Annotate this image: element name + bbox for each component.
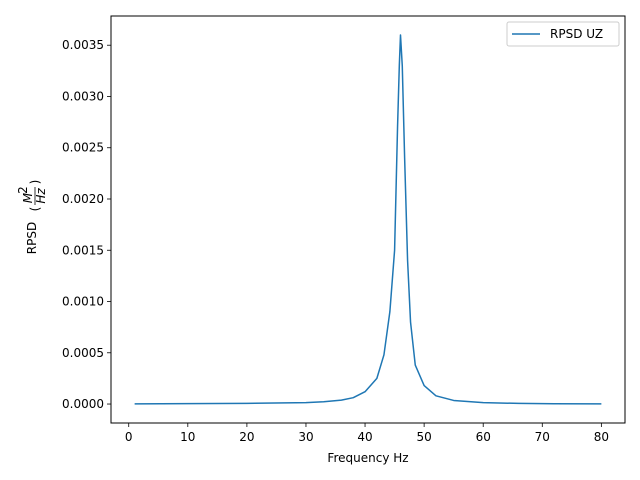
y-axis-label-paren-left: ( bbox=[28, 207, 42, 212]
y-axis-label: RPSD ( M 2 Hz ) bbox=[16, 180, 48, 255]
y-tick-label: 0.0025 bbox=[62, 141, 104, 155]
x-tick-label: 40 bbox=[357, 430, 372, 444]
y-tick-label: 0.0005 bbox=[62, 346, 104, 360]
legend: RPSD UZ bbox=[506, 21, 620, 47]
legend-box bbox=[506, 21, 620, 47]
y-axis-label-prefix: RPSD bbox=[25, 222, 39, 254]
y-tick-label: 0.0035 bbox=[62, 38, 104, 52]
y-axis-label-exponent: 2 bbox=[16, 186, 30, 194]
y-axis-label-numerator: M bbox=[21, 192, 35, 203]
y-tick-label: 0.0010 bbox=[62, 295, 104, 309]
x-tick-label: 80 bbox=[594, 430, 609, 444]
plot-frame bbox=[110, 15, 626, 424]
x-tick-label: 0 bbox=[125, 430, 133, 444]
x-axis-label: Frequency Hz bbox=[327, 451, 408, 465]
y-axis-label-paren-right: ) bbox=[28, 180, 42, 185]
x-tick-label: 10 bbox=[180, 430, 195, 444]
x-tick-label: 30 bbox=[298, 430, 313, 444]
y-tick-label: 0.0000 bbox=[62, 397, 104, 411]
y-tick-label: 0.0020 bbox=[62, 192, 104, 206]
y-tick-label: 0.0015 bbox=[62, 243, 104, 257]
y-tick-label: 0.0030 bbox=[62, 89, 104, 103]
x-tick-label: 20 bbox=[239, 430, 254, 444]
x-tick-label: 50 bbox=[416, 430, 431, 444]
series-line-0 bbox=[134, 34, 602, 405]
x-tick-label: 60 bbox=[476, 430, 491, 444]
y-axis-label-denominator: Hz bbox=[34, 188, 48, 204]
legend-entry-label: RPSD UZ bbox=[550, 27, 603, 41]
x-tick-label: 70 bbox=[535, 430, 550, 444]
